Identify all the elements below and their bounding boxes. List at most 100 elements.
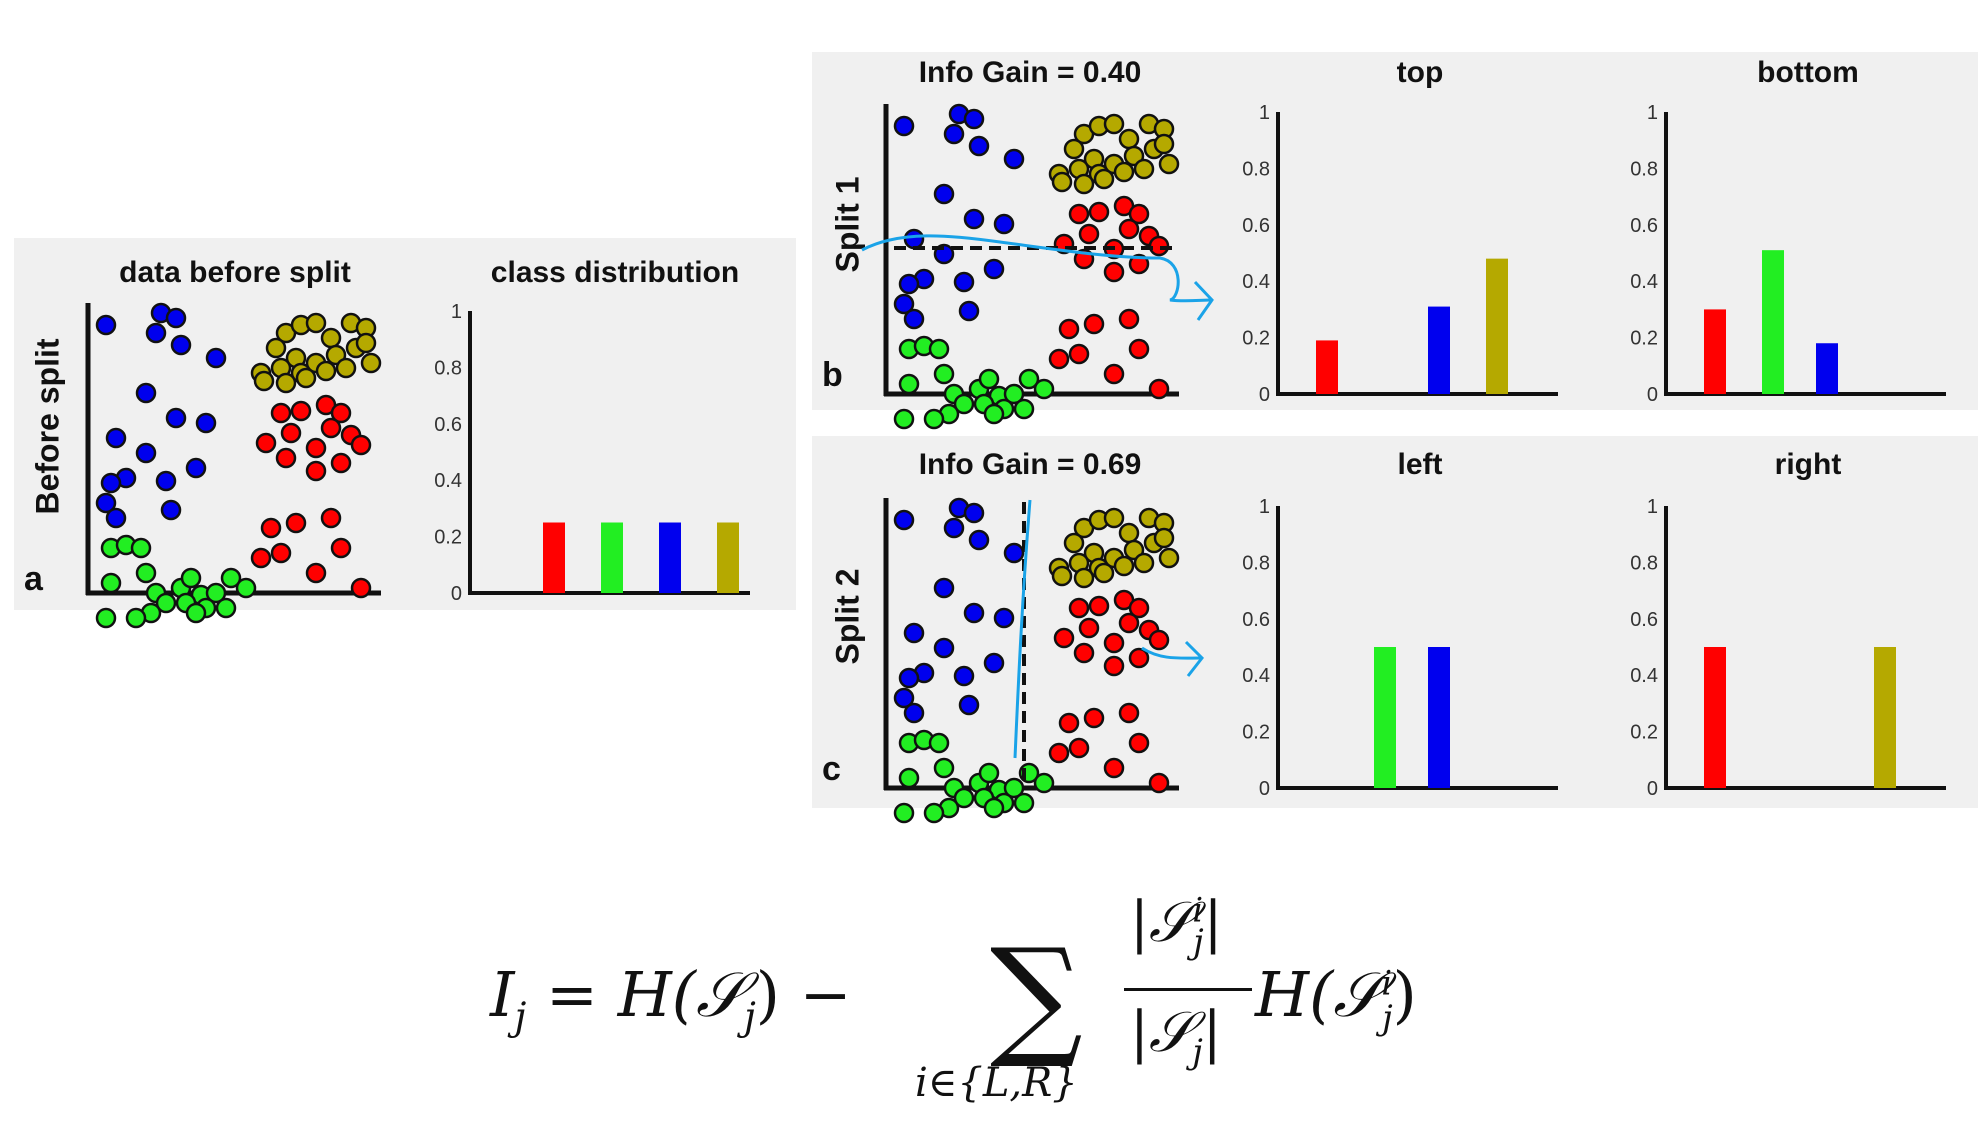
scatter-point-blue [993,213,1015,235]
scatter-point-blue [95,314,117,336]
scatter-point-red [350,577,372,599]
scatter-point-red [1073,642,1095,664]
bar-red [1316,340,1338,394]
scatter-point-green [215,597,237,619]
scatter-point-green [933,363,955,385]
y-tick-label: 0.6 [1242,215,1270,237]
scatter-point-red [1058,712,1080,734]
scatter-point-blue [958,300,980,322]
scatter-point-green [1003,777,1025,799]
scatter-point-green [923,802,945,824]
formula-rest-sup: i [1381,963,1393,1004]
scatter-point-red [1128,597,1150,619]
scatter-point-olive [1153,133,1175,155]
y-tick-label: 0.8 [1630,552,1658,574]
scatter-point-red [305,562,327,584]
scatter-point-red [1103,632,1125,654]
scatter-point-olive [1073,567,1095,589]
scatter-point-red [1103,757,1125,779]
scatter-point-red [270,542,292,564]
scatter-point-blue [1003,542,1025,564]
scatter-point-red [305,460,327,482]
scatter-point-blue [135,442,157,464]
scatter-point-blue [963,108,985,130]
scatter-point-blue [105,507,127,529]
scatter-point-blue [893,509,915,531]
scatter-point-blue [903,622,925,644]
scatter-point-blue [933,183,955,205]
y-tick-label: 0.4 [1242,665,1270,687]
scatter-point-red [1068,597,1090,619]
y-tick-label: 0.4 [1242,271,1270,293]
formula-rest-sub: j [1382,998,1393,1039]
scatter-point-red [1148,378,1170,400]
scatter-point-red [1088,595,1110,617]
scatter-point-green [893,408,915,430]
scatter-point-blue [898,273,920,295]
scatter-point-blue [105,427,127,449]
scatter-point-red [1103,363,1125,385]
scatter-point-olive [315,360,337,382]
bar-blue [1428,306,1450,394]
y-tick-label: 0.4 [434,470,462,492]
y-tick-label: 0.4 [1630,271,1658,293]
formula-lhs-symbol: I [490,958,515,1031]
scatter-point-green [1018,368,1040,390]
scatter-point-blue [893,115,915,137]
scatter-point-blue [145,322,167,344]
scatter-point-blue [983,258,1005,280]
scatter-point-olive [1133,158,1155,180]
formula-lhs: Ij = H(𝒮j) − [490,958,852,1038]
scatter-point-olive [253,370,275,392]
y-tick-label: 0.8 [1242,158,1270,180]
scatter-point-green [100,572,122,594]
scatter-point-blue [968,529,990,551]
scatter-point-green [235,577,257,599]
scatter-point-green [928,732,950,754]
scatter-point-blue [893,687,915,709]
scatter-point-red [1148,629,1170,651]
y-tick-label: 0.4 [1630,665,1658,687]
scatter-point-blue [195,412,217,434]
hist-title-right: right [1774,448,1842,481]
scatter-point-red [1148,772,1170,794]
scatter-point-olive [1093,562,1115,584]
y-tick-label: 1 [451,301,462,323]
scatter-point-blue [943,123,965,145]
scatter-point-blue [963,502,985,524]
scatter-point-red [330,402,352,424]
formula-lhs-sub: j [514,994,527,1039]
scatter-point-green [125,607,147,629]
y-tick-label: 0.8 [1242,552,1270,574]
hist-chart-bottom: 0 0.2 0.4 0.6 0.8 1 [1630,102,1946,406]
scatter-point-green [130,537,152,559]
scatter-point-green [978,368,1000,390]
scatter-title-b: Info Gain = 0.40 [918,56,1142,89]
scatter-title-c: Info Gain = 0.69 [918,448,1142,481]
scatter-point-red [1048,348,1070,370]
y-tick-label: 0.6 [1242,609,1270,631]
scatter-point-blue [898,667,920,689]
scatter-point-olive [265,337,287,359]
scatter-point-blue [165,307,187,329]
scatter-point-red [1068,203,1090,225]
y-tick-label: 0 [1259,778,1270,800]
bar-red [1704,647,1726,788]
scatter-point-green [1033,378,1055,400]
scatter-point-red [1088,201,1110,223]
annotation-arrow-split2 [1141,646,1201,660]
scatter-plot-a [85,302,382,629]
bar-red [543,522,565,593]
scatter-point-red [320,507,342,529]
scatter-point-blue [943,517,965,539]
scatter-point-olive [295,367,317,389]
scatter-point-blue [903,702,925,724]
scatter-point-olive [1051,565,1073,587]
y-tick-label: 0.2 [1630,328,1658,350]
scatter-point-green [1013,398,1035,420]
scatter-point-olive [335,357,357,379]
formula-h-term: H(𝒮 [617,958,744,1031]
formula-num-set: |𝒮 [1130,890,1193,955]
bar-blue [1816,343,1838,394]
